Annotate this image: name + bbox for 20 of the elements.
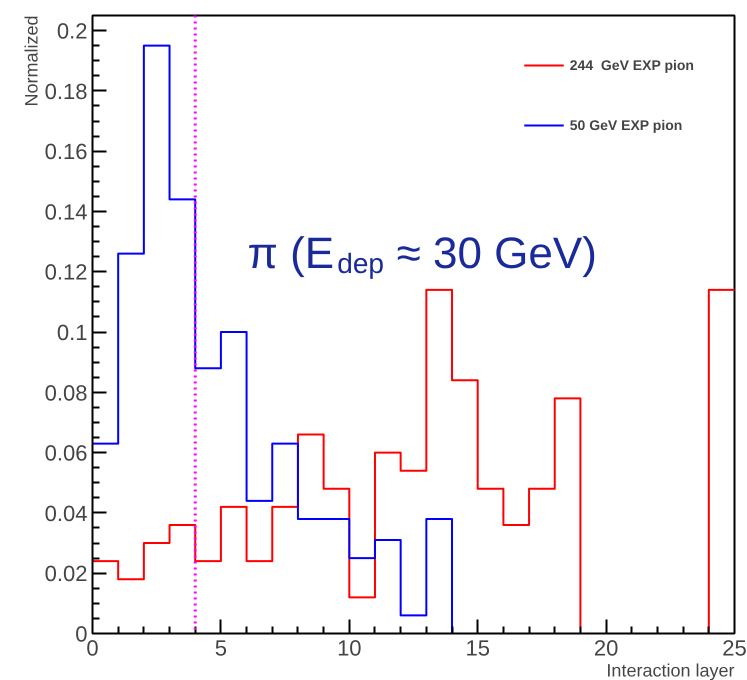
x-axis-title: Interaction layer [606, 660, 735, 680]
y-tick-label: 0.16 [44, 139, 88, 164]
annotation: π (Edep ≈ 30 GeV) [248, 229, 597, 279]
legend-label: 50 GeV EXP pion [570, 117, 682, 133]
x-tick-label: 25 [722, 636, 747, 660]
y-tick-label: 0.12 [44, 260, 88, 285]
y-tick-label: 0.14 [44, 199, 88, 224]
x-tick-label: 5 [214, 636, 228, 660]
y-tick-label: 0.02 [44, 561, 88, 586]
y-tick-label: 0.08 [44, 380, 88, 406]
y-axis-title: Normalized [22, 15, 42, 107]
x-tick-label: 15 [465, 636, 490, 660]
y-tick-label: 0.18 [44, 78, 88, 104]
y-tick-label: 0.06 [44, 440, 88, 466]
y-tick-label: 0.04 [44, 500, 88, 526]
x-tick-label: 10 [337, 636, 362, 660]
legend-label: 244 GeV EXP pion [570, 57, 694, 73]
y-tick-label: 0.2 [56, 18, 88, 44]
y-tick-label: 0.1 [56, 320, 88, 346]
x-tick-label: 20 [594, 636, 618, 660]
